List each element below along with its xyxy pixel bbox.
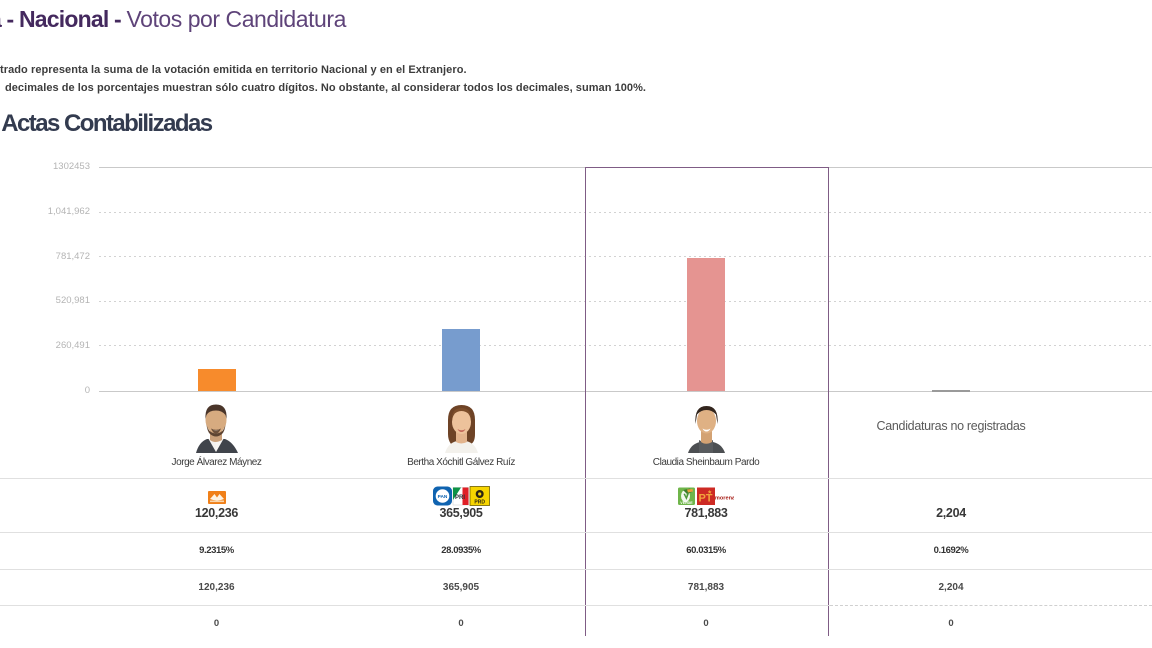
- svg-text:PT: PT: [698, 493, 712, 505]
- svg-text:PRI: PRI: [455, 495, 465, 501]
- svg-text:PAN: PAN: [438, 494, 448, 500]
- svg-text:morena: morena: [715, 496, 734, 502]
- svg-text:PRD: PRD: [474, 500, 485, 506]
- svg-text:VERDE: VERDE: [680, 501, 693, 505]
